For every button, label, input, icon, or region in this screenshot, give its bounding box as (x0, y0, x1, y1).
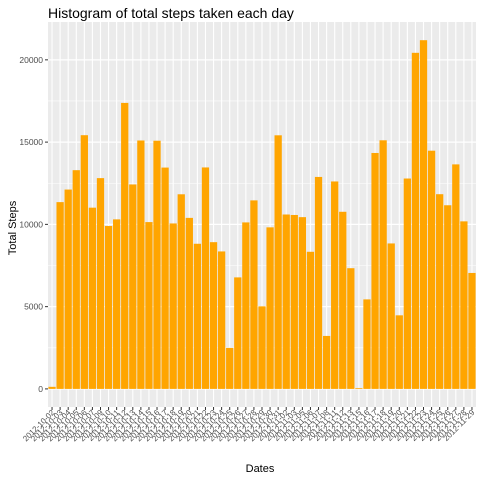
bar (379, 140, 387, 389)
x-axis-label: Dates (246, 463, 275, 475)
bar (314, 176, 323, 389)
bar (217, 251, 226, 389)
bar (201, 167, 210, 389)
bar (113, 219, 121, 389)
bar (298, 217, 307, 389)
bar (169, 223, 177, 389)
bar (153, 140, 161, 389)
bar (185, 217, 193, 389)
bar (460, 221, 468, 389)
bar (64, 189, 72, 389)
bar (411, 52, 420, 389)
bar (339, 211, 347, 389)
bar (266, 227, 274, 389)
bar (363, 299, 371, 389)
bar (355, 388, 363, 390)
bar (48, 386, 56, 389)
bar (145, 222, 153, 389)
bar (80, 135, 88, 389)
bar (395, 315, 403, 389)
bar (72, 170, 80, 389)
y-tick-label: 0 (38, 384, 43, 394)
y-tick-label: 10000 (19, 219, 43, 229)
bar (137, 140, 145, 389)
bar (177, 194, 185, 389)
bar (387, 243, 395, 389)
bar (444, 205, 452, 389)
bar (290, 214, 298, 389)
y-tick-label: 20000 (19, 55, 43, 65)
y-axis: 0 5000 10000 15000 20000 (19, 55, 48, 394)
bar (403, 178, 411, 389)
bar (242, 222, 250, 389)
bar (88, 207, 97, 389)
bar (436, 194, 444, 389)
bar (258, 306, 266, 389)
bar (347, 268, 355, 389)
bar (306, 251, 315, 389)
bar (274, 135, 282, 389)
bar (193, 243, 202, 389)
y-axis-label: Total Steps (7, 200, 19, 255)
bar (121, 102, 129, 389)
bars (48, 40, 476, 390)
bar (129, 184, 137, 389)
bar (322, 335, 331, 389)
bar (250, 200, 258, 389)
bar (331, 181, 339, 389)
y-tick-label: 5000 (24, 302, 43, 312)
bar (56, 202, 64, 389)
bar (282, 214, 290, 389)
x-axis: 2012-10-022012-10-032012-10-042012-10-05… (21, 407, 477, 443)
bar (371, 152, 379, 389)
bar (234, 277, 242, 389)
bar (104, 226, 113, 389)
bar (468, 272, 476, 389)
bar (226, 347, 234, 389)
bar (427, 150, 436, 389)
chart-title: Histogram of total steps taken each day (48, 5, 294, 21)
bar (209, 242, 218, 389)
bar (452, 164, 460, 389)
y-tick-label: 15000 (19, 137, 43, 147)
bar (419, 40, 428, 389)
bar (96, 178, 105, 389)
bar (161, 167, 169, 389)
